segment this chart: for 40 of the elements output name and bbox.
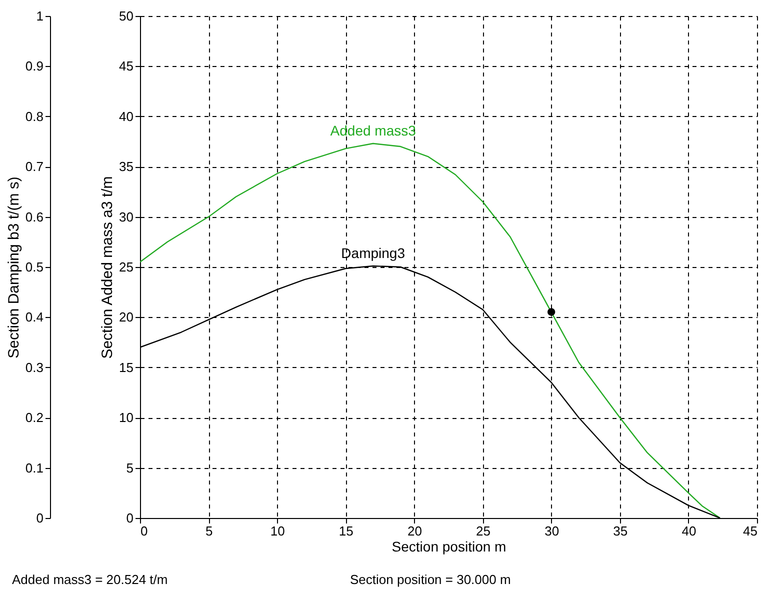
- x-tick-label: 40: [682, 524, 696, 538]
- y-tick-label: 45: [119, 58, 134, 74]
- y2-tick-label: 0.3: [25, 360, 44, 375]
- x-tick-label: 5: [205, 524, 213, 538]
- text: Added mass3 = 20.524 t/m: [12, 572, 168, 587]
- y2-tick-label: 0: [36, 510, 44, 526]
- y-tick-label: 30: [119, 209, 134, 224]
- y2-tick-label: 0.9: [25, 58, 44, 74]
- y2-tick-label: 0.8: [25, 108, 44, 124]
- y-tick-label: 50: [119, 8, 134, 24]
- x-tick-label: 10: [270, 524, 285, 538]
- series-label: Damping3: [341, 244, 406, 261]
- y-tick-label: 0: [126, 510, 134, 526]
- x-tick-label: 45: [743, 524, 758, 538]
- y2-axis-title: Section Damping b3 t/(m s): [5, 176, 22, 358]
- y-tick-label: 25: [119, 260, 134, 274]
- y-tick-label: 20: [119, 310, 134, 325]
- y2-tick-label: 0.1: [25, 460, 44, 476]
- x-tick-label: 25: [476, 524, 491, 538]
- y2-tick-label: 0.6: [25, 209, 44, 224]
- text: Section position = 30.000 m: [350, 572, 511, 587]
- y2-tick-label: 0.5: [25, 260, 44, 274]
- x-tick-label: 0: [140, 524, 148, 538]
- y2-tick-label: 0.2: [25, 410, 44, 426]
- y2-tick-label: 0.4: [25, 310, 44, 325]
- x-tick-label: 35: [613, 524, 628, 538]
- y-tick-label: 40: [119, 108, 134, 124]
- y-axis-title: Section Added mass a3 t/m: [99, 176, 116, 359]
- y-tick-label: 35: [119, 159, 134, 174]
- y2-tick-label: 0.7: [25, 159, 44, 174]
- x-axis-title: Section position m: [392, 538, 506, 554]
- x-tick-label: 30: [544, 524, 560, 538]
- x-tick-label: 20: [407, 524, 422, 538]
- y-tick-label: 15: [119, 360, 134, 375]
- series-label: Added mass3: [330, 122, 416, 139]
- x-tick-label: 15: [338, 524, 354, 538]
- y2-tick-label: 1: [36, 8, 44, 24]
- line-series: [140, 142, 721, 518]
- y-tick-label: 5: [126, 460, 134, 476]
- y-tick-label: 10: [119, 410, 134, 426]
